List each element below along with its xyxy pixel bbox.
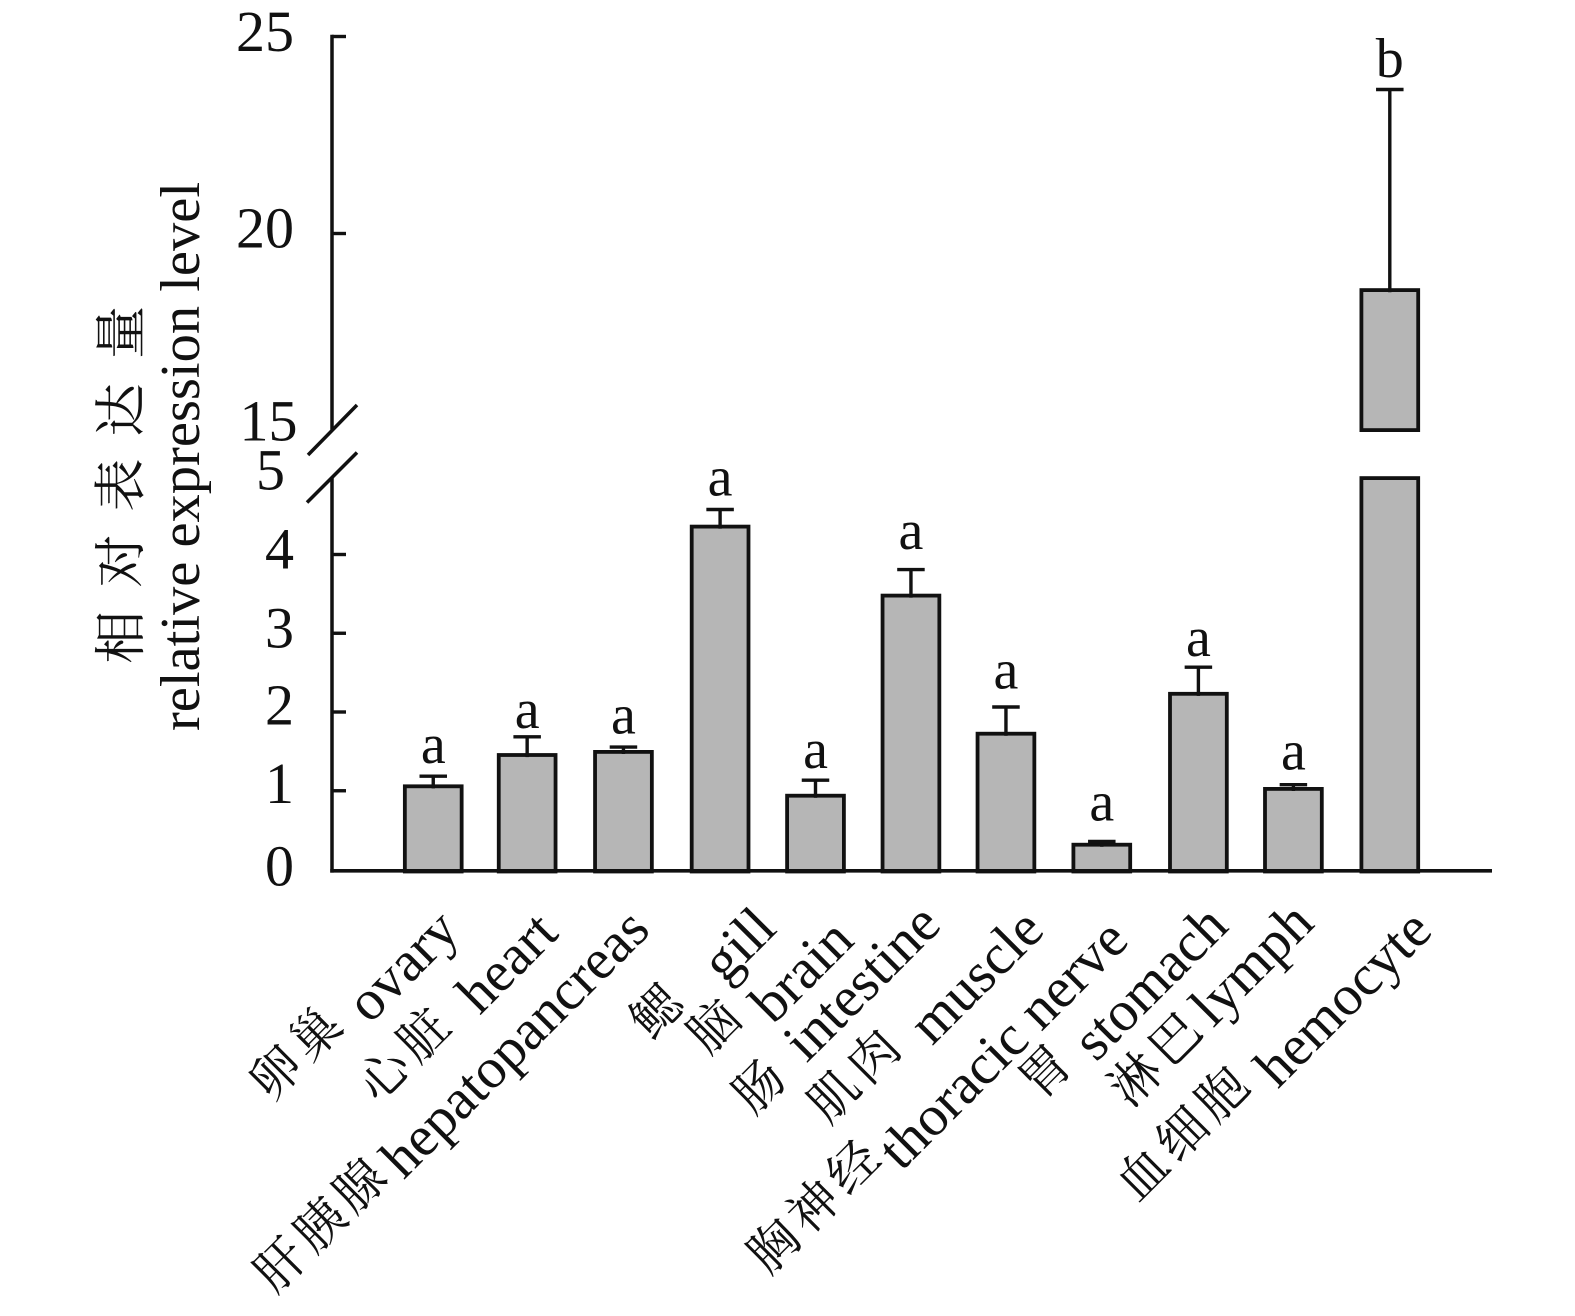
- svg-text:20: 20: [236, 196, 294, 261]
- svg-text:2: 2: [265, 673, 294, 738]
- svg-text:a: a: [899, 500, 924, 562]
- svg-text:1: 1: [265, 751, 294, 816]
- svg-text:a: a: [1186, 607, 1211, 669]
- svg-text:a: a: [421, 714, 446, 776]
- svg-text:relative expression level: relative expression level: [150, 182, 212, 731]
- svg-text:a: a: [1089, 772, 1114, 834]
- svg-text:a: a: [611, 685, 636, 747]
- svg-text:4: 4: [265, 517, 294, 582]
- svg-text:15: 15: [240, 389, 298, 454]
- svg-text:a: a: [1281, 721, 1306, 783]
- svg-text:5: 5: [256, 438, 285, 503]
- svg-text:a: a: [803, 719, 828, 781]
- svg-text:0: 0: [265, 834, 294, 899]
- svg-text:b: b: [1376, 28, 1404, 90]
- svg-text:a: a: [515, 679, 540, 741]
- svg-text:25: 25: [236, 0, 294, 64]
- svg-text:a: a: [708, 447, 733, 509]
- svg-text:a: a: [994, 640, 1019, 702]
- svg-text:3: 3: [265, 596, 294, 661]
